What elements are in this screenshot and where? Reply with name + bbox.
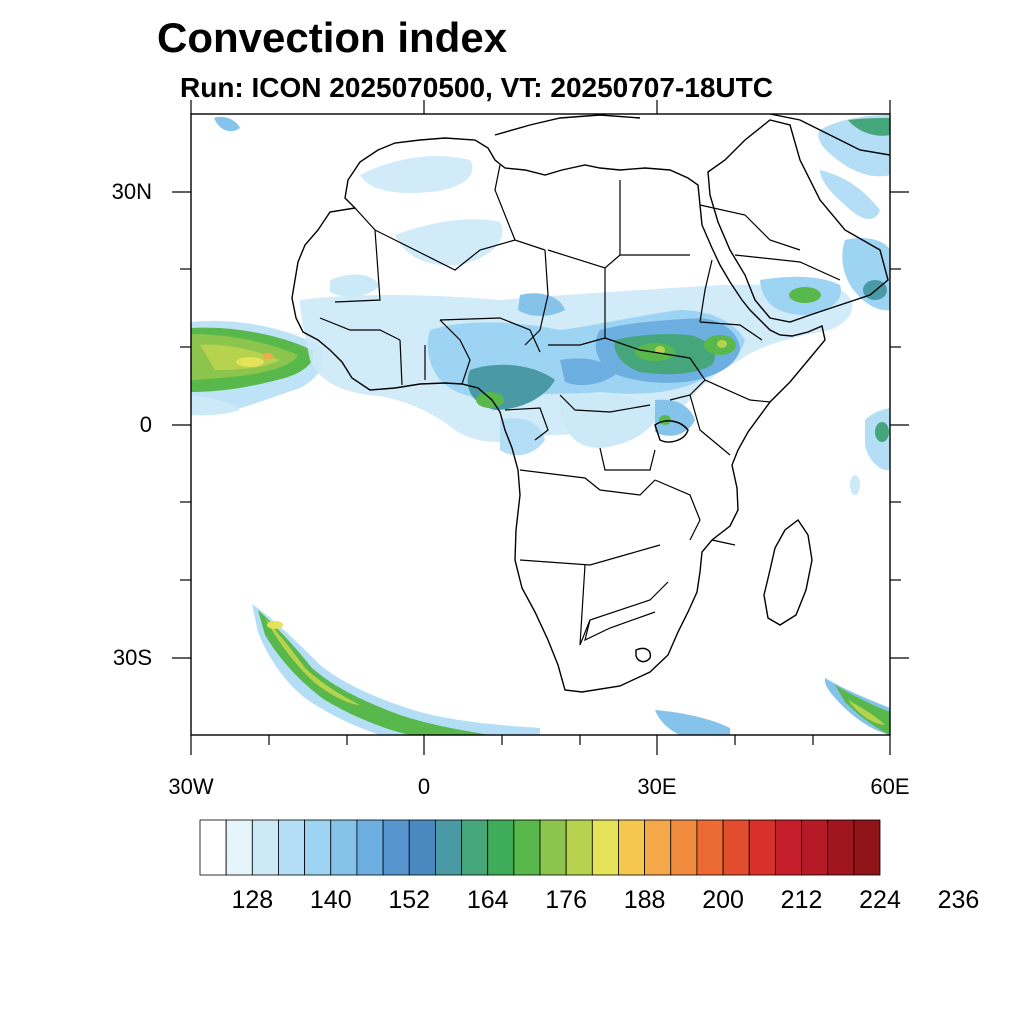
colorbar-tick-label: 176 [545,886,587,914]
colorbar-tick-label: 152 [388,886,431,914]
colorbar-swatch [225,819,253,876]
east-edge [850,408,890,495]
lat-label-30s: 30S [112,645,152,670]
colorbar [199,819,881,876]
south-atlantic-band [252,604,890,735]
colorbar-swatch [853,819,881,876]
colorbar-tick-label: 200 [702,886,744,914]
colorbar-tick-label: 128 [231,886,274,914]
colorbar-swatch [408,819,436,876]
colorbar-swatch [382,819,410,876]
colorbar-swatch [748,819,776,876]
colorbar-swatch [487,819,515,876]
lat-label-30n: 30N [111,179,152,204]
lon-label-30w: 30W [168,774,214,799]
colorbar-swatch [696,819,724,876]
lon-label-0: 0 [417,774,431,799]
colorbar-swatch [827,819,855,876]
colorbar-swatch [801,819,829,876]
colorbar-swatch [356,819,384,876]
colorbar-swatch [461,819,489,876]
colorbar-swatch [539,819,567,876]
north-africa-patches [214,115,890,315]
colorbar-swatch [330,819,358,876]
colorbar-tick-label: 212 [780,886,823,914]
colorbar-swatch [644,819,672,876]
colorbar-swatch [774,819,802,876]
colorbar-swatch [670,819,698,876]
colorbar-tick-label: 140 [309,886,352,914]
colorbar-swatch [565,819,593,876]
coastlines [291,114,890,693]
colorbar-tick-label: 224 [859,886,901,914]
colorbar-swatch [591,819,619,876]
atlantic-plume [191,320,324,416]
colorbar-swatch [618,819,646,876]
colorbar-tick-label: 236 [937,886,980,914]
colorbar-swatch [304,819,332,876]
colorbar-swatch [513,819,541,876]
colorbar-swatch [434,819,462,876]
lon-label-60e: 60E [870,774,910,799]
colorbar-tick-label: 164 [466,886,509,914]
lat-label-0: 0 [139,412,152,437]
colorbar-swatch [199,819,227,876]
axis-ticks [172,100,909,755]
colorbar-swatch [722,819,750,876]
colorbar-tick-label: 188 [623,886,666,914]
country-borders [319,164,841,646]
convection-field [191,115,890,735]
lon-label-30e: 30E [637,774,677,799]
map-title: Convection index [157,14,508,61]
colorbar-swatch [251,819,279,876]
map-subtitle: Run: ICON 2025070500, VT: 20250707-18UTC [180,72,773,103]
colorbar-swatch [278,819,306,876]
